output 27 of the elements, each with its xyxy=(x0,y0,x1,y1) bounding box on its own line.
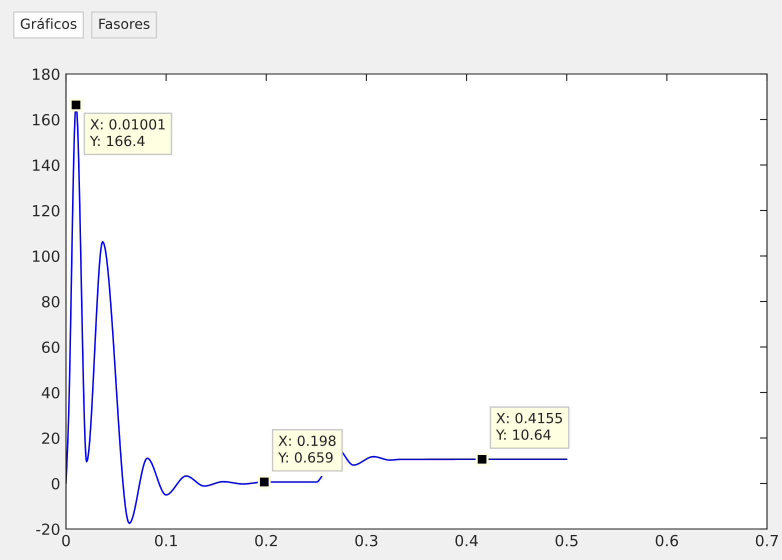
y-tick-label: 40 xyxy=(42,386,60,399)
annotation: X: 0.198 Y: 0.659 xyxy=(278,436,336,463)
y-tick-label: 80 xyxy=(42,296,60,308)
y-tick-label: 140 xyxy=(32,159,60,172)
y-tick-label: -20 xyxy=(36,523,60,536)
text: Fasores xyxy=(99,18,150,30)
y-tick-label: 60 xyxy=(42,341,60,354)
y-tick-label: 160 xyxy=(32,114,60,126)
x-tick-label: 0.6 xyxy=(656,534,678,546)
x-tick-label: 0.2 xyxy=(255,534,277,546)
x-tick-label: 0.7 xyxy=(756,534,778,546)
y-tick-label: 120 xyxy=(32,204,60,217)
x-tick-label: 0.4 xyxy=(455,534,478,546)
annotation: X: 0.4155 Y: 10.64 xyxy=(496,412,562,440)
x-tick-label: 0.5 xyxy=(556,534,578,546)
point xyxy=(258,476,271,488)
point xyxy=(70,98,82,112)
point xyxy=(476,452,489,466)
x-tick-label: 0.1 xyxy=(155,534,177,546)
annotation: X: 0.01001 Y: 166.4 xyxy=(90,119,165,146)
x-tick-label: 0 xyxy=(62,534,70,546)
y-tick-label: 180 xyxy=(32,68,60,80)
y-tick-label: 20 xyxy=(42,432,60,444)
y-tick-label: 0 xyxy=(52,478,60,490)
text: Gráficos xyxy=(20,18,76,30)
x-tick-label: 0.3 xyxy=(355,534,378,546)
y-tick-label: 100 xyxy=(32,250,60,262)
